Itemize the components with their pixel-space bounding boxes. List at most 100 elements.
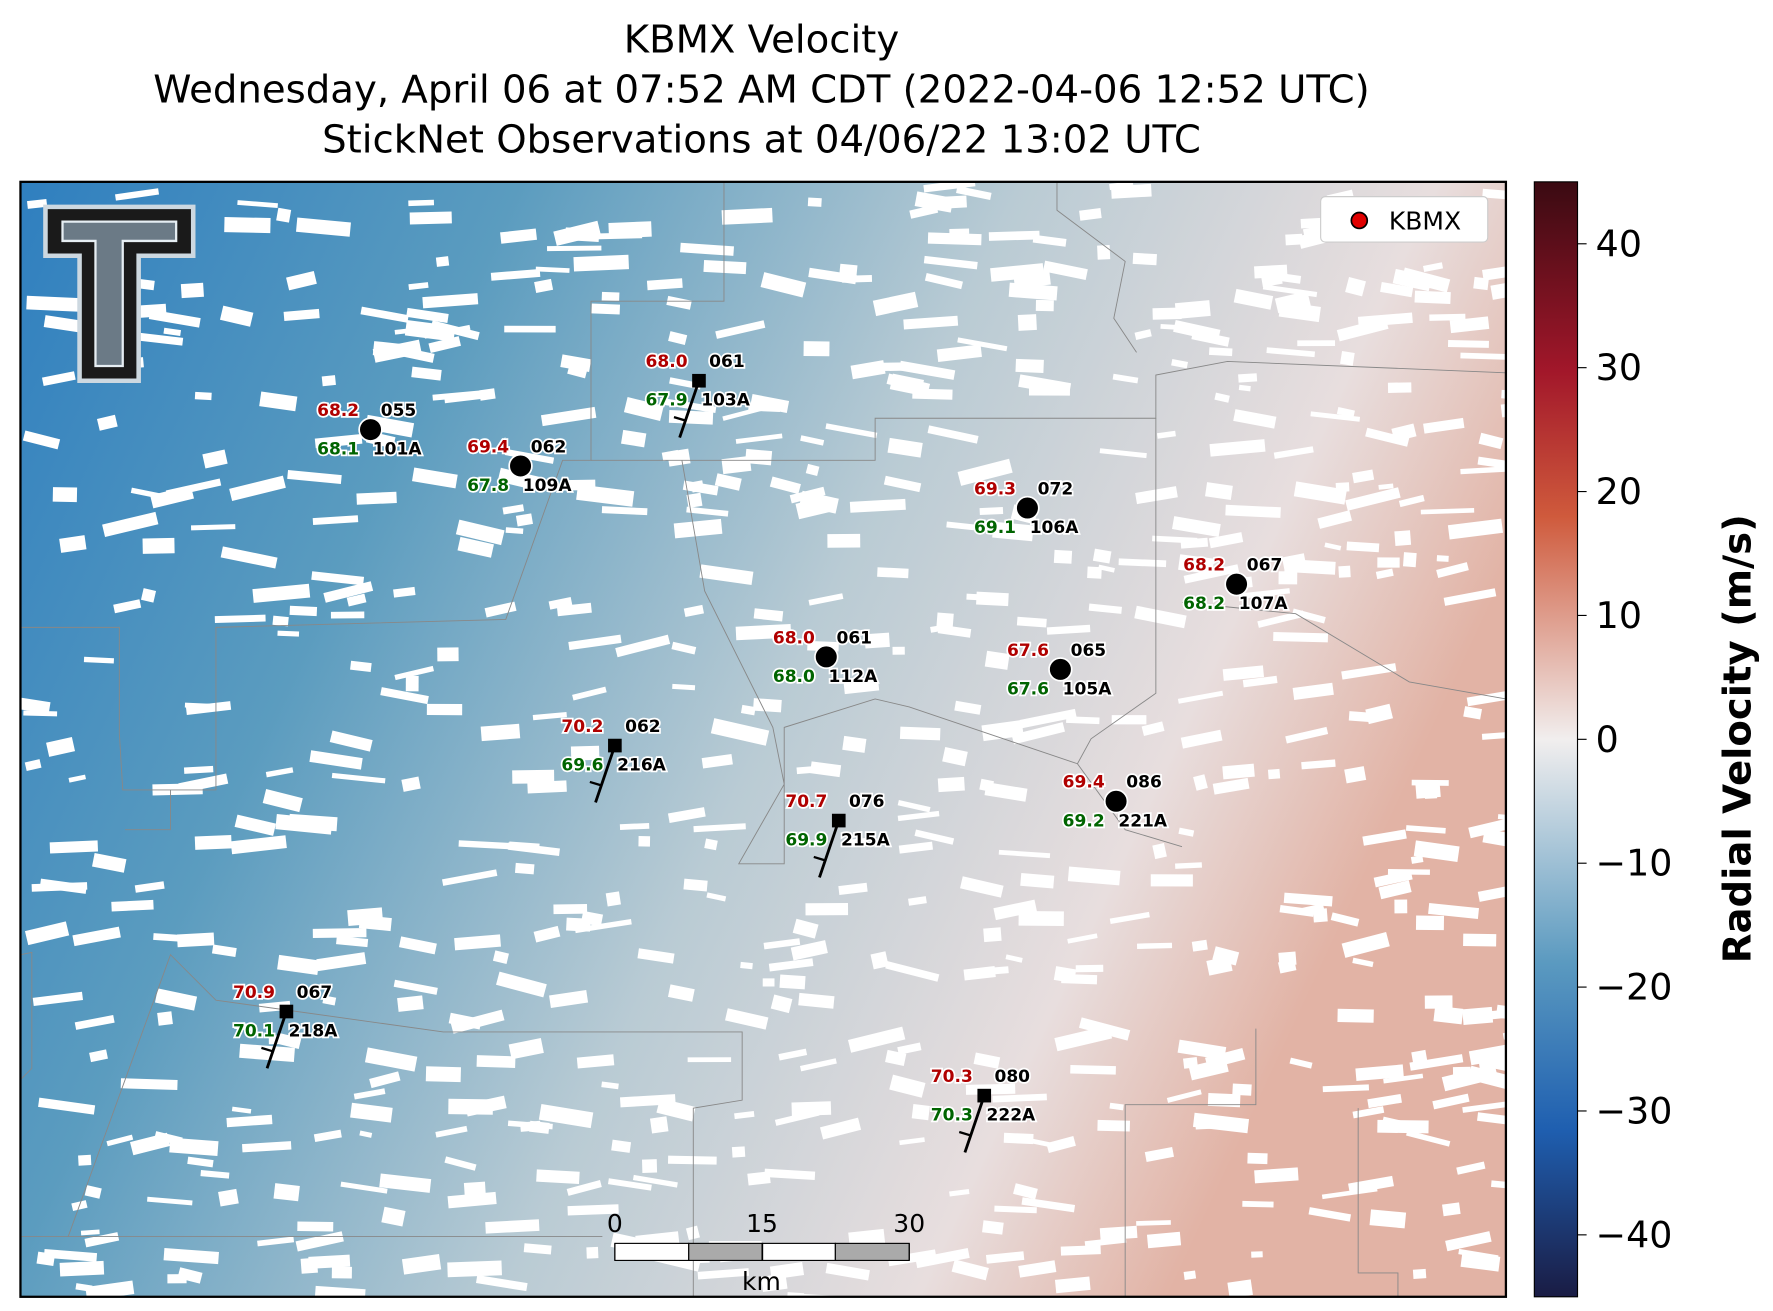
legend-label: KBMX xyxy=(1389,207,1461,236)
station-marker xyxy=(1048,657,1073,682)
radar-gap xyxy=(936,612,954,628)
radar-gap xyxy=(476,1055,516,1068)
radar-gap xyxy=(549,989,589,1008)
radar-gap xyxy=(512,769,555,784)
radar-gap xyxy=(1233,409,1277,429)
radar-gap xyxy=(1458,1248,1499,1261)
radar-gap xyxy=(364,1047,418,1072)
radar-gap xyxy=(646,278,683,291)
radar-gap xyxy=(80,1229,100,1236)
radar-gap xyxy=(807,197,822,207)
map-area xyxy=(20,181,1506,1297)
radar-gap xyxy=(523,1243,552,1255)
radar-gap xyxy=(1242,1200,1274,1208)
radar-gap xyxy=(1118,558,1167,568)
radar-gap xyxy=(760,1273,788,1292)
radar-gap xyxy=(1285,726,1329,744)
radar-gap xyxy=(808,593,844,606)
radar-gap xyxy=(735,624,792,641)
radar-gap xyxy=(147,1196,193,1206)
radar-gap xyxy=(455,519,505,546)
radar-gap xyxy=(992,1093,1047,1103)
radar-gap xyxy=(1150,874,1193,887)
radar-gap xyxy=(740,961,753,970)
radar-gap xyxy=(1135,486,1178,505)
radar-gap xyxy=(566,1180,602,1196)
radar-gap xyxy=(1254,1167,1299,1184)
radar-gap xyxy=(408,282,429,291)
radar-gap xyxy=(1411,1049,1428,1065)
radar-gap xyxy=(1267,768,1281,780)
radar-gap xyxy=(1054,1276,1091,1294)
radar-gap xyxy=(1177,1039,1227,1061)
radar-gap xyxy=(1171,358,1188,369)
radar-gap xyxy=(252,583,311,603)
colorbar-tick-label: −30 xyxy=(1596,1089,1673,1132)
radar-gap xyxy=(184,702,224,710)
radar-gap xyxy=(1152,307,1182,320)
station-id: 101A xyxy=(373,440,423,460)
radar-gap xyxy=(847,837,867,846)
radar-gap xyxy=(1402,552,1417,568)
radar-gap xyxy=(84,1185,102,1199)
radar-gap xyxy=(1445,1231,1492,1252)
radar-gap xyxy=(1387,868,1430,875)
radar-gap xyxy=(1394,899,1408,914)
radar-gap xyxy=(350,660,372,673)
radar-gap xyxy=(224,217,271,234)
radar-gap xyxy=(887,1249,937,1267)
radar-gap xyxy=(1330,912,1360,927)
radar-gap xyxy=(426,703,463,716)
radar-gap xyxy=(1262,284,1318,298)
station-temp: 68.0 xyxy=(646,352,688,372)
radar-gap xyxy=(120,1078,178,1091)
radar-gap xyxy=(275,814,333,835)
radar-gap xyxy=(661,449,680,462)
radar-gap xyxy=(1285,233,1303,246)
radar-gap xyxy=(1019,708,1077,729)
station-dewpoint: 70.3 xyxy=(931,1106,973,1126)
radar-gap xyxy=(75,1283,93,1292)
radar-gap xyxy=(667,807,706,823)
colorbar-tick-label: 10 xyxy=(1596,594,1642,637)
radar-gap xyxy=(1191,939,1208,952)
radar-gap xyxy=(946,521,987,532)
station-temp: 68.0 xyxy=(773,628,815,648)
radar-gap xyxy=(1424,995,1453,1009)
radar-gap xyxy=(287,469,342,485)
radar-gap xyxy=(111,899,154,912)
radar-gap xyxy=(798,992,835,1009)
radar-gap xyxy=(556,602,592,617)
radar-gap xyxy=(1088,603,1122,614)
radar-gap xyxy=(819,1117,862,1140)
radar-gap xyxy=(148,309,201,328)
radar-gap xyxy=(1136,1220,1171,1226)
radar-gap xyxy=(1362,829,1407,846)
radar-gap xyxy=(570,745,600,761)
radar-gap xyxy=(1322,1084,1370,1093)
radar-gap xyxy=(194,835,232,850)
radar-gap xyxy=(553,903,588,915)
radar-gap xyxy=(59,1260,105,1277)
radar-gap xyxy=(26,295,83,312)
radar-gap xyxy=(154,988,198,1011)
radar-gap xyxy=(202,449,228,469)
radar-gap xyxy=(356,491,397,505)
station-marker xyxy=(831,813,846,828)
radar-gap xyxy=(979,507,1004,516)
radar-gap xyxy=(666,295,692,310)
radar-gap xyxy=(615,634,671,658)
radar-gap xyxy=(1428,902,1480,920)
radar-gap xyxy=(960,876,1004,898)
wind-barb xyxy=(958,1130,971,1137)
radar-gap xyxy=(998,849,1051,859)
radar-gap xyxy=(1344,766,1367,784)
radar-gap xyxy=(536,1169,580,1185)
radar-gap xyxy=(956,185,992,200)
radar-gap xyxy=(715,320,766,339)
radar-gap xyxy=(683,878,708,892)
radar-gap xyxy=(1462,1006,1494,1025)
radar-gap xyxy=(393,979,438,995)
radar-gap xyxy=(1227,1279,1253,1297)
radar-gap xyxy=(1067,866,1121,886)
